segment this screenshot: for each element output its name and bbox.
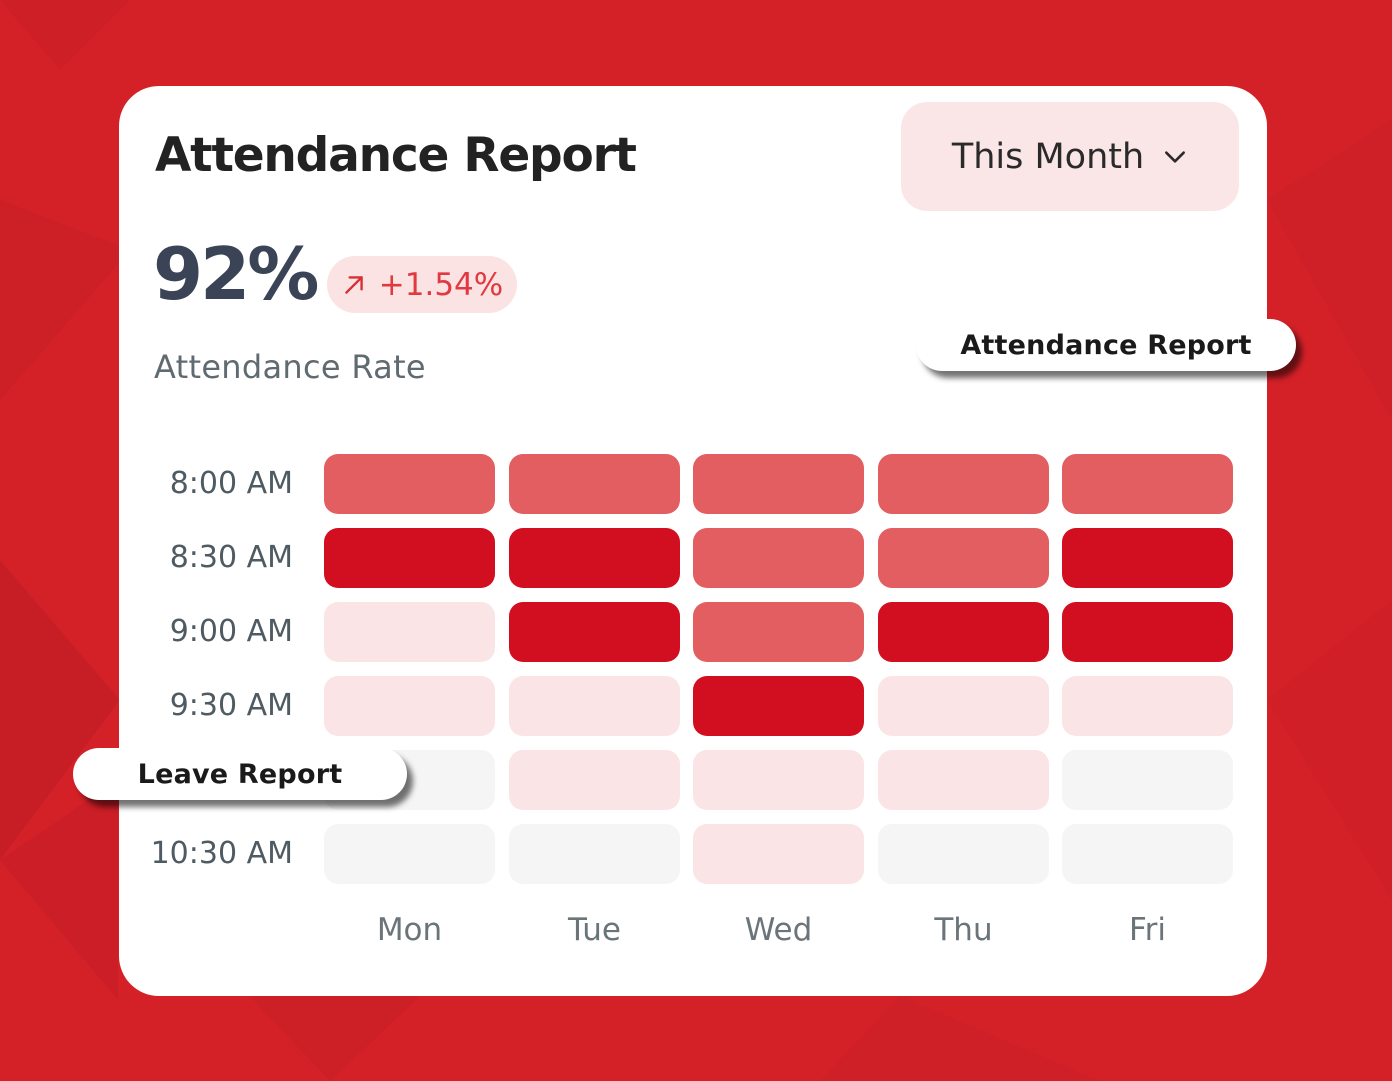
chevron-down-icon xyxy=(1165,150,1186,163)
day-label-wed: Wed xyxy=(744,912,813,948)
heatmap-cell-tue-2[interactable] xyxy=(509,602,680,662)
heatmap-cell-fri-2[interactable] xyxy=(1062,602,1233,662)
heatmap-cell-mon-0[interactable] xyxy=(324,454,495,514)
heatmap-cell-fri-0[interactable] xyxy=(1062,454,1233,514)
time-label: 8:00 AM xyxy=(169,466,293,501)
heatmap-cell-thu-2[interactable] xyxy=(878,602,1049,662)
period-dropdown-label: This Month xyxy=(951,136,1145,177)
change-badge: +1.54% xyxy=(327,256,517,313)
heatmap-cell-mon-2[interactable] xyxy=(324,602,495,662)
day-label-mon: Mon xyxy=(376,912,443,948)
leave-report-tag[interactable]: Leave Report xyxy=(73,748,407,800)
heatmap-cell-thu-1[interactable] xyxy=(878,528,1049,588)
heatmap-cell-tue-4[interactable] xyxy=(509,750,680,810)
period-dropdown[interactable]: This Month xyxy=(901,102,1239,211)
heatmap-cell-wed-5[interactable] xyxy=(693,824,864,884)
heatmap-cell-tue-1[interactable] xyxy=(509,528,680,588)
time-label: 9:30 AM xyxy=(169,688,293,723)
heatmap-cell-fri-5[interactable] xyxy=(1062,824,1233,884)
heatmap-cell-mon-1[interactable] xyxy=(324,528,495,588)
heatmap-cell-fri-3[interactable] xyxy=(1062,676,1233,736)
heatmap-cell-mon-3[interactable] xyxy=(324,676,495,736)
heatmap-cell-wed-3[interactable] xyxy=(693,676,864,736)
arrow-up-right-icon xyxy=(344,275,363,294)
heatmap-cell-wed-4[interactable] xyxy=(693,750,864,810)
heatmap-cell-mon-5[interactable] xyxy=(324,824,495,884)
heatmap-cell-wed-1[interactable] xyxy=(693,528,864,588)
time-label: 9:00 AM xyxy=(169,614,293,649)
day-label-fri: Fri xyxy=(1129,912,1166,948)
time-label: 8:30 AM xyxy=(169,540,293,575)
attendance-rate-label: Attendance Rate xyxy=(154,348,426,386)
attendance-card: Attendance Report This Month 92% +1.54% … xyxy=(119,86,1267,996)
change-value: +1.54% xyxy=(378,266,504,303)
heatmap-cell-wed-2[interactable] xyxy=(693,602,864,662)
attendance-rate-value: 92% xyxy=(153,232,319,316)
heatmap-cell-tue-3[interactable] xyxy=(509,676,680,736)
heatmap-cell-thu-3[interactable] xyxy=(878,676,1049,736)
heatmap-cell-fri-4[interactable] xyxy=(1062,750,1233,810)
card-title: Attendance Report xyxy=(155,128,637,183)
time-label: 10:30 AM xyxy=(150,836,293,871)
heatmap-cell-wed-0[interactable] xyxy=(693,454,864,514)
heatmap-cell-thu-5[interactable] xyxy=(878,824,1049,884)
heatmap-cell-tue-5[interactable] xyxy=(509,824,680,884)
heatmap-cell-thu-0[interactable] xyxy=(878,454,1049,514)
day-label-thu: Thu xyxy=(934,912,993,948)
heatmap-cell-thu-4[interactable] xyxy=(878,750,1049,810)
attendance-report-tag[interactable]: Attendance Report xyxy=(916,319,1296,371)
heatmap-cell-fri-1[interactable] xyxy=(1062,528,1233,588)
day-label-tue: Tue xyxy=(568,912,621,948)
heatmap-cell-tue-0[interactable] xyxy=(509,454,680,514)
